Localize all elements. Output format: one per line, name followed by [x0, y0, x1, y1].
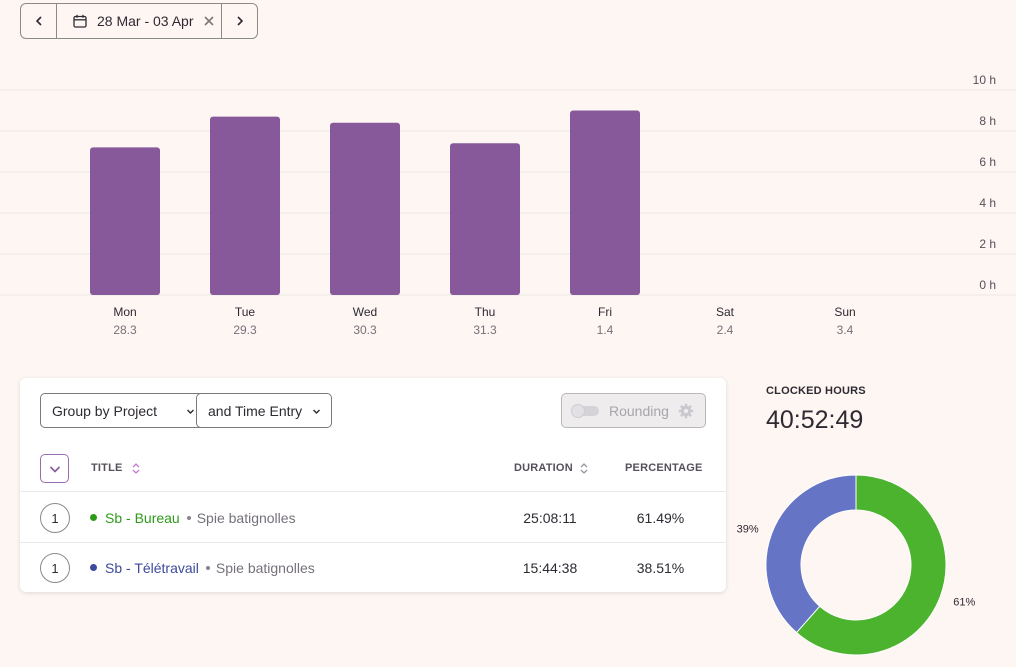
chevron-down-icon — [313, 409, 320, 414]
clocked-hours-title: CLOCKED HOURS — [766, 385, 866, 397]
project-name: Sb - Télétravail — [105, 560, 199, 576]
x-date-label: 30.3 — [353, 323, 377, 337]
bar — [330, 122, 400, 295]
project-share-donut: 61% 39% — [737, 474, 976, 656]
project-color-dot — [90, 514, 97, 521]
duration-cell: 25:08:11 — [523, 510, 577, 526]
separator-dot — [205, 565, 210, 570]
donut-slice-label: 61% — [953, 597, 975, 609]
rounding-toggle[interactable]: Rounding — [561, 393, 706, 428]
client-name: Spie batignolles — [215, 560, 315, 576]
x-date-label: 29.3 — [233, 323, 257, 337]
calendar-icon — [73, 14, 87, 28]
group-by-select[interactable]: Group by Project — [40, 393, 206, 428]
group-by-label: Group by Project — [52, 402, 158, 419]
separator-dot — [186, 515, 191, 520]
x-tick-label: Fri — [598, 305, 612, 319]
project-name: Sb - Bureau — [105, 510, 180, 526]
chevron-down-icon — [187, 409, 194, 414]
x-tick-label: Wed — [353, 305, 377, 319]
entry-count-badge[interactable]: 1 — [40, 553, 70, 583]
sort-icon[interactable] — [579, 462, 589, 475]
entry-count-badge[interactable]: 1 — [40, 503, 70, 533]
sort-icon[interactable] — [131, 462, 141, 475]
rounding-label: Rounding — [609, 403, 669, 419]
x-date-label: 28.3 — [113, 323, 137, 337]
project-cell: Sb - Télétravail Spie batignolles — [105, 560, 315, 576]
y-tick-label: 4 h — [979, 196, 996, 210]
then-by-select[interactable]: and Time Entry — [196, 393, 332, 428]
x-tick-label: Mon — [113, 305, 136, 319]
x-tick-label: Tue — [235, 305, 256, 319]
x-date-label: 31.3 — [473, 323, 497, 337]
bar — [570, 110, 640, 295]
x-date-label: 1.4 — [597, 323, 614, 337]
x-tick-label: Sun — [834, 305, 855, 319]
column-percentage-header: PERCENTAGE — [625, 462, 703, 474]
bar — [450, 143, 520, 295]
y-tick-label: 10 h — [973, 73, 996, 87]
date-range-label: 28 Mar - 03 Apr — [97, 13, 194, 29]
then-by-label: and Time Entry — [208, 402, 303, 419]
close-icon[interactable] — [203, 15, 215, 27]
report-table-card: Group by Project and Time Entry Rounding… — [20, 378, 726, 592]
date-range-picker: 28 Mar - 03 Apr — [20, 3, 258, 39]
prev-week-button[interactable] — [21, 4, 56, 38]
date-range-field[interactable]: 28 Mar - 03 Apr — [56, 4, 222, 38]
y-tick-label: 6 h — [979, 155, 996, 169]
client-name: Spie batignolles — [196, 510, 296, 526]
table-header: TITLE DURATION PERCENTAGE — [20, 448, 726, 492]
clocked-hours-value: 40:52:49 — [766, 406, 864, 434]
table-row[interactable]: 1 Sb - Bureau Spie batignolles 25:08:11 6… — [20, 493, 726, 543]
column-title-header[interactable]: TITLE — [91, 462, 123, 474]
expand-all-button[interactable] — [40, 454, 69, 483]
bar — [210, 116, 280, 296]
percentage-cell: 61.49% — [636, 510, 685, 526]
weekly-hours-chart: 0 h 2 h 4 h 6 h 8 h 10 h Mon 28.3 Tue 29.3 Wed 30.3… — [0, 73, 1016, 337]
x-date-label: 2.4 — [717, 323, 734, 337]
donut-slice-label: 39% — [737, 523, 759, 535]
switch-knob — [571, 404, 585, 418]
project-color-dot — [90, 564, 97, 571]
project-cell: Sb - Bureau Spie batignolles — [105, 510, 296, 526]
table-row[interactable]: 1 Sb - Télétravail Spie batignolles 15:44… — [20, 543, 726, 593]
duration-cell: 15:44:38 — [522, 560, 578, 576]
column-duration-header[interactable]: DURATION — [514, 462, 573, 474]
next-week-button[interactable] — [222, 4, 257, 38]
chevron-down-icon — [49, 465, 60, 473]
y-tick-label: 2 h — [979, 237, 996, 251]
x-tick-label: Thu — [475, 305, 496, 319]
x-date-label: 3.4 — [837, 323, 854, 337]
chevron-right-icon — [236, 16, 243, 26]
donut-slice — [795, 474, 947, 656]
rounding-switch[interactable] — [571, 404, 599, 418]
bar — [90, 147, 160, 295]
gear-icon[interactable] — [678, 403, 694, 419]
donut-slice — [765, 474, 857, 634]
y-tick-label: 8 h — [979, 114, 996, 128]
y-tick-label: 0 h — [979, 278, 996, 292]
percentage-cell: 38.51% — [636, 560, 685, 576]
x-tick-label: Sat — [716, 305, 735, 319]
chevron-left-icon — [35, 16, 42, 26]
